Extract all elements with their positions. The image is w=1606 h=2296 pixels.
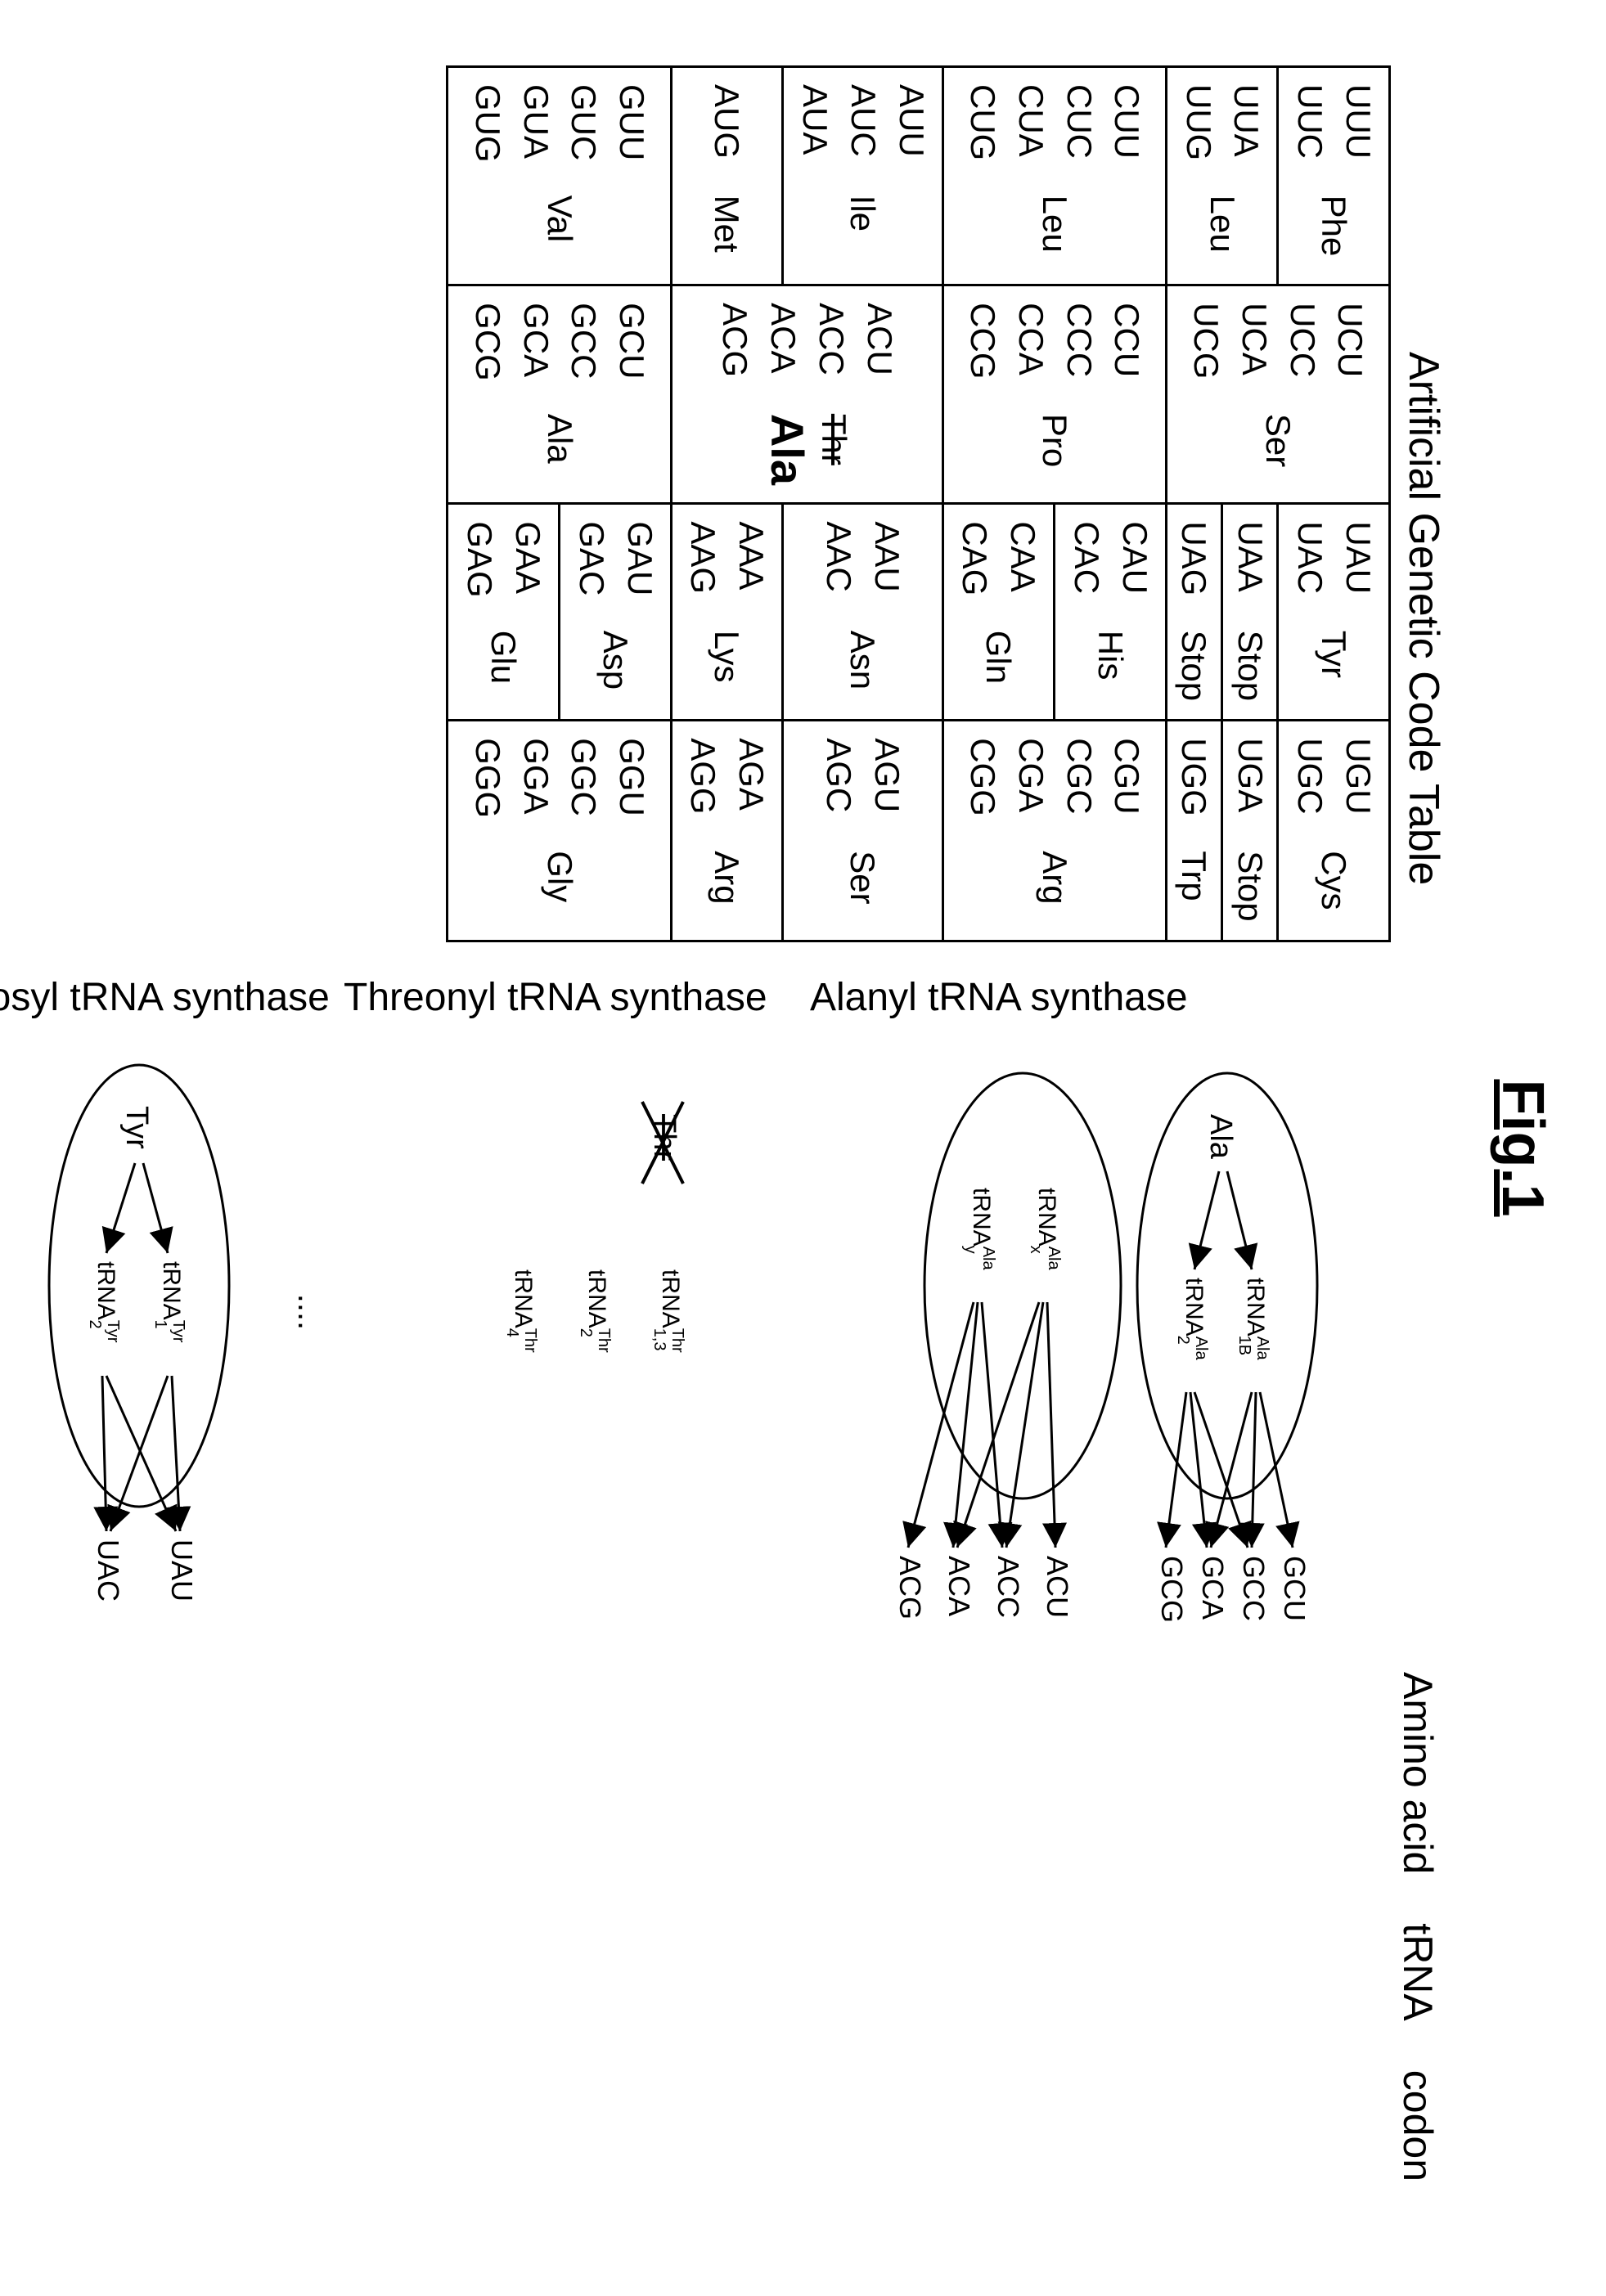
svg-text:GCC: GCC xyxy=(1237,1556,1271,1621)
svg-text:tRNAThr4: tRNAThr4 xyxy=(503,1269,539,1353)
header-codon: codon xyxy=(1394,2070,1442,2181)
thr-strikethrough: Thr xyxy=(815,414,853,465)
svg-text:ACU: ACU xyxy=(1041,1556,1074,1618)
svg-text:tRNAAlay: tRNAAlay xyxy=(961,1188,997,1270)
header-trna: tRNA xyxy=(1394,1923,1442,2020)
ala-label: Ala xyxy=(1203,1114,1238,1160)
header-amino-acid: Amino acid xyxy=(1394,1672,1442,1874)
svg-text:ACG: ACG xyxy=(893,1556,927,1620)
alanyl-diagram-svg: Ala tRNAAla1B tRNAAla2 GCU GCC GCA GCG xyxy=(753,1040,1325,1940)
svg-text:tRNAThr1,3: tRNAThr1,3 xyxy=(650,1269,686,1353)
alanyl-label: Alanyl tRNA synthase xyxy=(810,975,1188,1020)
svg-text:GCU: GCU xyxy=(1278,1556,1311,1621)
tyrosyl-diagram-svg: Tyr tRNATyr1 tRNATyr2 UAU UAC xyxy=(0,1040,245,1777)
svg-text:Tyr: Tyr xyxy=(119,1106,154,1149)
svg-text:tRNAAla2: tRNAAla2 xyxy=(1174,1278,1210,1360)
svg-text:tRNAAla1B: tRNAAla1B xyxy=(1235,1278,1271,1360)
svg-text:ACA: ACA xyxy=(942,1556,976,1616)
svg-text:UAC: UAC xyxy=(92,1539,125,1602)
threonyl-diagram-svg: Thr tRNAThr1,3 tRNAThr2 tRNAThr4 xyxy=(425,1040,712,1613)
svg-text:tRNAAlax: tRNAAlax xyxy=(1027,1188,1063,1270)
svg-text:tRNATyr2: tRNATyr2 xyxy=(86,1261,122,1343)
svg-text:GCG: GCG xyxy=(1155,1556,1189,1623)
codon-table: UUUUUC Phe UCUUCCUCAUCG Ser UAUUAC Tyr U… xyxy=(446,65,1391,942)
synthase-diagrams: Alanyl tRNA synthase Ala tRNAAla1B tR xyxy=(0,1008,1325,1907)
column-headers: Amino acid tRNA codon xyxy=(1394,1672,1442,2181)
svg-text:tRNAThr2: tRNAThr2 xyxy=(577,1269,613,1353)
svg-text:tRNATyr1: tRNATyr1 xyxy=(151,1261,187,1343)
figure-title: Fig.1 xyxy=(1489,65,1556,2231)
svg-text:UAU: UAU xyxy=(165,1539,199,1602)
tyrosyl-label: Tyrosyl tRNA synthase xyxy=(0,975,330,1020)
svg-text:GCA: GCA xyxy=(1196,1556,1230,1620)
ala-replacement: Ala xyxy=(762,414,813,485)
threonyl-label: Threonyl tRNA synthase xyxy=(344,975,767,1020)
ellipsis: .... xyxy=(290,1294,327,1330)
svg-text:ACC: ACC xyxy=(992,1556,1025,1618)
